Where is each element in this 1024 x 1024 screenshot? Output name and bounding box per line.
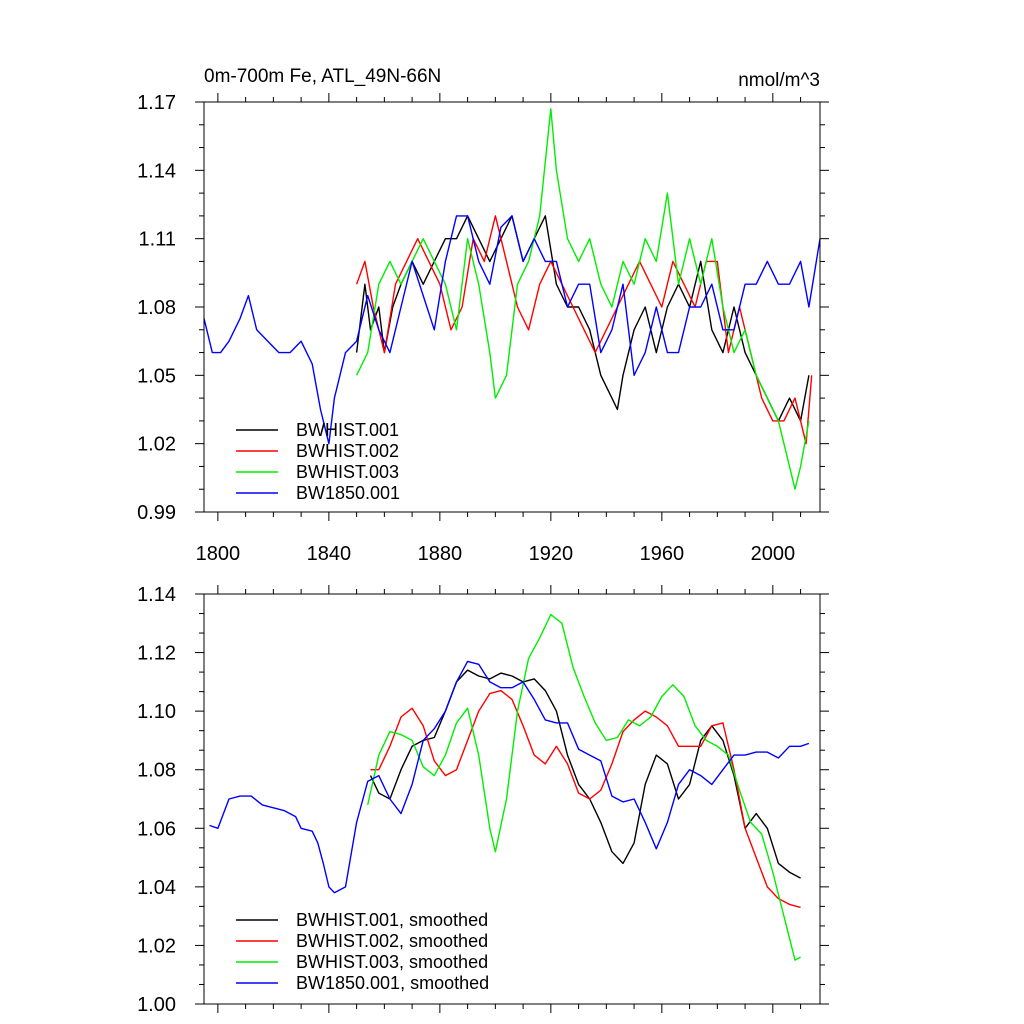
legend-label: BWHIST.001, smoothed xyxy=(296,910,488,930)
x-tick-label: 1920 xyxy=(529,543,574,565)
series-line-3 xyxy=(355,108,810,490)
y-tick-label: 1.05 xyxy=(137,365,176,387)
y-tick-label: 1.11 xyxy=(139,229,176,251)
x-tick-label: 1960 xyxy=(640,543,685,565)
y-tick-label: 1.10 xyxy=(137,701,176,723)
y-tick-label: 1.17 xyxy=(137,92,176,114)
legend-label: BWHIST.003 xyxy=(296,462,399,482)
y-tick-label: 0.99 xyxy=(137,502,176,524)
y-tick-label: 1.12 xyxy=(137,643,176,665)
plot-frame xyxy=(203,593,821,1005)
y-tick-label: 1.08 xyxy=(137,760,176,782)
legend-label: BWHIST.002, smoothed xyxy=(296,931,488,951)
y-tick-label: 1.08 xyxy=(137,297,176,319)
legend-label: BW1850.001 xyxy=(296,483,400,503)
bottom-panel: 1.00 1.02 1.04 1.06 1.08 1.10 1.12 1.14 BWHIST.0… xyxy=(137,584,829,1016)
series-line-1 xyxy=(369,669,801,879)
legend-label: BWHIST.001 xyxy=(296,420,399,440)
chart-title: 0m-700m Fe, ATL_49N-66N xyxy=(204,66,441,87)
top-panel: 0m-700m Fe, ATL_49N-66N nmol/m^3 1800 184… xyxy=(137,66,829,565)
x-tick-label: 1840 xyxy=(307,543,352,565)
series-line-3 xyxy=(367,613,801,961)
legend-label: BW1850.001, smoothed xyxy=(296,973,489,993)
legend-label: BWHIST.002 xyxy=(296,441,399,461)
series-line-4 xyxy=(203,215,821,445)
series-line-4 xyxy=(209,660,810,894)
y-tick-label: 1.14 xyxy=(137,160,176,182)
series-line-1 xyxy=(355,215,810,422)
y-tick-label: 1.02 xyxy=(137,434,176,456)
y-tick-label: 1.02 xyxy=(137,935,176,957)
legend-label: BWHIST.003, smoothed xyxy=(296,952,488,972)
y-tick-label: 1.04 xyxy=(137,877,176,899)
y-tick-label: 1.14 xyxy=(137,584,176,606)
x-tick-label: 1800 xyxy=(196,543,241,565)
series-line-2 xyxy=(370,689,801,909)
x-tick-label: 1880 xyxy=(418,543,463,565)
y-tick-label: 1.00 xyxy=(137,994,176,1016)
x-tick-label: 2000 xyxy=(751,543,796,565)
y-tick-label: 1.06 xyxy=(137,818,176,840)
units-label: nmol/m^3 xyxy=(738,70,820,91)
